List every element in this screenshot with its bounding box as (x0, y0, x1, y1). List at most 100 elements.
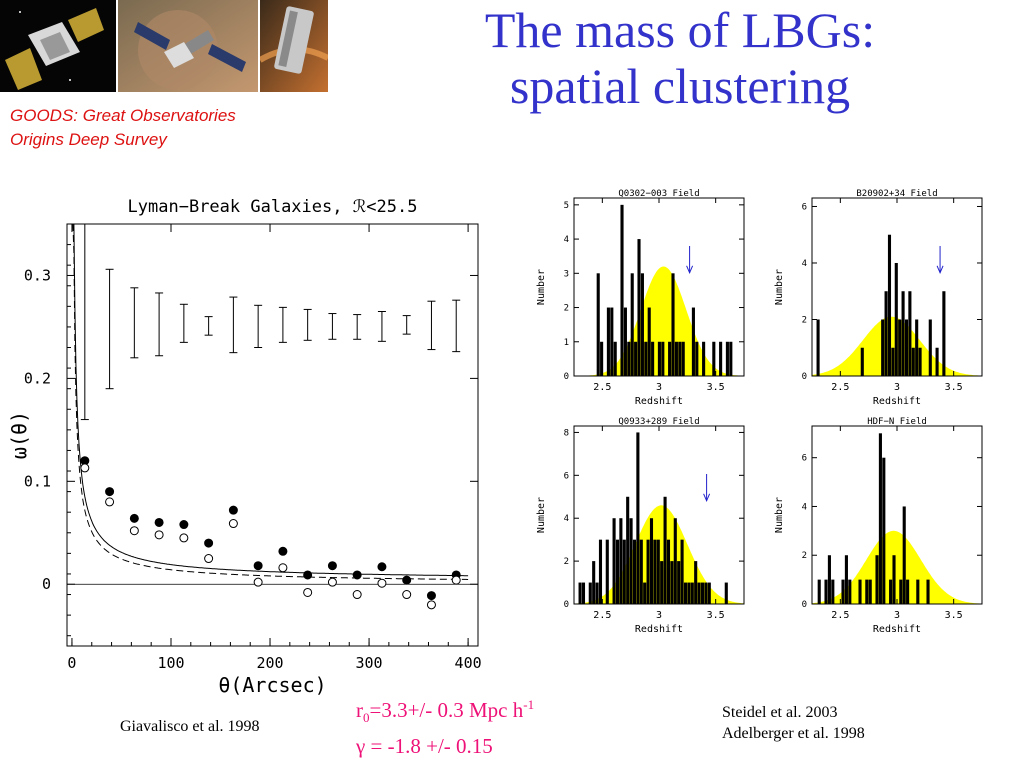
title-line-2: spatial clustering (509, 58, 851, 114)
histogram-bar (674, 341, 678, 376)
y-tick-label: 0.2 (24, 369, 51, 387)
y-tick-label: 0 (42, 575, 51, 593)
open-point (426, 600, 436, 610)
x-tick-label: 2.5 (831, 610, 849, 621)
histogram-bar (901, 291, 905, 376)
histogram-bar (651, 341, 655, 376)
slide-title: The mass of LBGs: spatial clustering (380, 2, 980, 114)
histogram-b20902: 2.5 3 3.5 0 2 4 6 B20902+34 Field Redshift Number (774, 189, 983, 407)
histogram-bar (878, 433, 882, 604)
x-tick-label: 3.5 (945, 382, 963, 393)
histogram-bar (646, 539, 650, 604)
y-tick-label: 4 (564, 514, 569, 524)
histogram-bar (620, 204, 624, 376)
selection-function-fill (574, 266, 744, 376)
histogram-bar (678, 341, 682, 376)
x-tick-label: 3.5 (707, 610, 725, 621)
formula-gamma: γ = -1.8 +/- 0.15 (356, 734, 493, 759)
histogram-bar (663, 496, 667, 604)
histogram-bar (816, 319, 820, 376)
histogram-bar (906, 579, 910, 604)
histogram-bar (649, 518, 654, 604)
hist-title: B20902+34 Field (856, 189, 937, 199)
histogram-bar (894, 262, 898, 376)
histogram-bar (729, 341, 733, 376)
histogram-bar (911, 347, 915, 376)
histogram-bar (588, 582, 592, 604)
x-tick-label: 3 (656, 382, 662, 393)
histogram-bar (680, 539, 684, 604)
power-law-fit-solid (72, 223, 469, 577)
histogram-bar (632, 539, 637, 604)
filled-point (179, 520, 189, 530)
histogram-q0933: 2.5 3 3.5 0 2 4 6 8 Q0933+289 Field Redshift Numbe… (536, 417, 745, 635)
histogram-bar (707, 582, 711, 604)
filled-point (129, 513, 139, 523)
y-axis-label: Number (536, 497, 547, 533)
histogram-bar (643, 582, 647, 604)
open-point (80, 463, 90, 473)
histogram-bar (640, 273, 644, 376)
chart-title: Lyman−Break Galaxies, ℛ<25.5 (128, 197, 418, 217)
histogram-bar (606, 307, 610, 376)
y-tick-label: 0 (564, 372, 569, 382)
histogram-bar (824, 579, 828, 604)
y-tick-label: 4 (564, 235, 569, 245)
histogram-bar (622, 539, 626, 604)
x-tick-label: 3.5 (707, 382, 725, 393)
filled-point (105, 487, 115, 497)
y-axis-label: Number (536, 269, 547, 305)
open-point (377, 578, 387, 588)
histogram-bar (623, 307, 627, 376)
histogram-bar (581, 582, 586, 604)
x-tick-label: 2.5 (831, 382, 849, 393)
histogram-bar (671, 273, 675, 376)
filled-point (327, 561, 337, 571)
histogram-bar (899, 579, 903, 604)
filled-point (278, 546, 288, 556)
x-tick-label: 3 (894, 610, 900, 621)
histogram-q0302: 2.5 3 3.5 0 1 2 3 4 5 Q0302−003 Field Redshift Numb… (536, 189, 745, 407)
histogram-bar (697, 582, 701, 604)
correlation-function-chart: 0 100 200 300 400 0 0.1 0.2 0.3 Lyman−Break Galax… (7, 197, 482, 697)
open-point (402, 590, 412, 600)
y-tick-label: 1 (564, 338, 569, 348)
peak-arrowhead (686, 265, 694, 275)
x-axis-label: Redshift (635, 396, 683, 407)
histogram-bar (670, 561, 674, 604)
x-axis-label: Redshift (873, 624, 921, 635)
y-tick-label: 6 (802, 454, 807, 464)
filled-point (253, 561, 263, 571)
hist-title: HDF−N Field (867, 417, 927, 427)
x-axis-label: Redshift (873, 396, 921, 407)
histogram-bar (712, 341, 716, 376)
formula-r0: r0=3.3+/- 0.3 Mpc h-1 (356, 697, 535, 726)
hist-title: Q0933+289 Field (618, 417, 699, 427)
open-point (204, 554, 214, 564)
x-tick-label: 2.5 (593, 610, 611, 621)
histogram-bar (695, 341, 699, 376)
histogram-bar (926, 579, 930, 604)
open-point (451, 575, 461, 585)
open-point (129, 526, 139, 536)
histogram-bar (904, 319, 909, 376)
histogram-bar (600, 341, 604, 376)
satellite-image-1 (0, 0, 116, 92)
histogram-bar (595, 582, 599, 604)
peak-arrowhead (703, 493, 711, 503)
histogram-bar (683, 582, 688, 604)
x-tick-label: 200 (256, 654, 283, 672)
satellite-image-3 (260, 0, 328, 92)
open-point (105, 497, 115, 507)
histogram-bar (660, 561, 664, 604)
x-axis-label: θ(Arcsec) (218, 673, 326, 697)
goods-line-2: Origins Deep Survey (10, 130, 167, 149)
histogram-bar (639, 539, 643, 604)
filled-point (228, 505, 238, 515)
citation-steidel-line: Steidel et al. 2003 (722, 704, 838, 721)
histogram-bar (615, 539, 620, 604)
y-tick-label: 2 (802, 315, 807, 325)
histogram-bar (592, 561, 596, 604)
histogram-bar (865, 579, 869, 604)
histogram-bar (610, 307, 614, 376)
